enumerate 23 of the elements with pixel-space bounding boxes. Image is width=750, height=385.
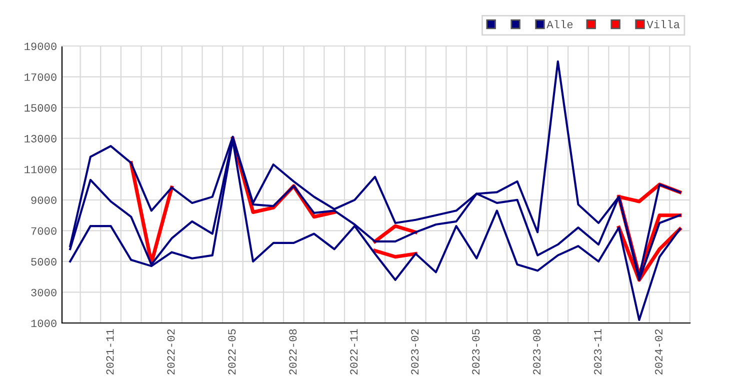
y-tick-label: 15000 — [24, 104, 56, 112]
y-tick-label: 19000 — [24, 42, 56, 50]
y-tick-label: 5000 — [31, 258, 56, 266]
x-tick-label: 2022-08 — [289, 329, 297, 374]
y-tick-label: 9000 — [31, 196, 56, 204]
x-tick-label: 2023-02 — [411, 329, 419, 374]
x-tick-label: 2023-11 — [594, 329, 602, 374]
x-tick-label: 2021-11 — [106, 329, 114, 374]
y-tick-label: 17000 — [24, 73, 56, 81]
x-tick-label: 2023-08 — [533, 329, 541, 374]
y-tick-label: 3000 — [31, 288, 56, 296]
x-tick-label: 2024-02 — [654, 329, 662, 374]
y-tick-label: 7000 — [31, 227, 56, 235]
x-tick-label: 2022-05 — [228, 329, 236, 374]
x-tick-label: 2022-11 — [350, 329, 358, 374]
x-tick-label: 2023-05 — [472, 329, 480, 374]
legend-label: Alle — [546, 20, 573, 28]
x-tick-label: 2022-02 — [167, 329, 175, 374]
y-tick-label: 1000 — [31, 320, 56, 328]
y-tick-label: 11000 — [24, 166, 56, 174]
y-tick-label: 13000 — [24, 134, 56, 142]
legend-label: Villa — [646, 20, 680, 28]
line-series — [69, 60, 681, 278]
